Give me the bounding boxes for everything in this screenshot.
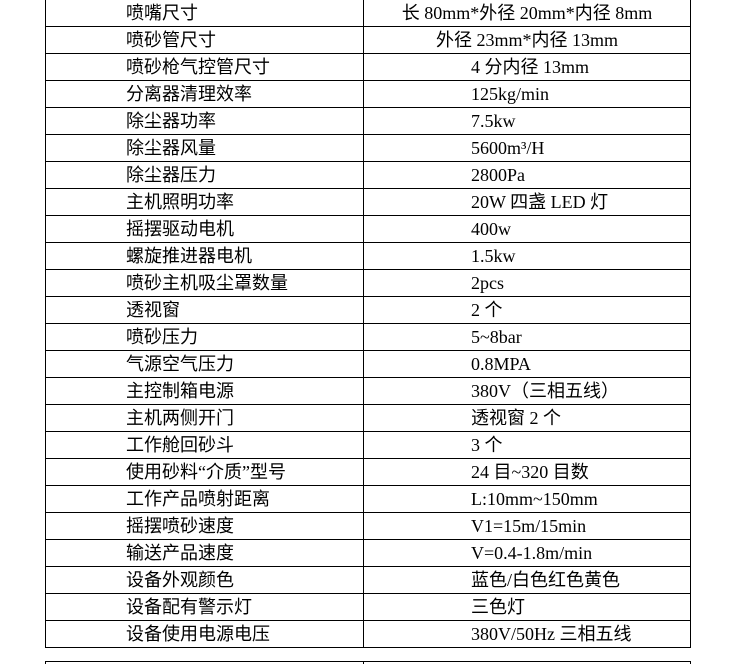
parameter-name: 除尘器功率: [45, 107, 364, 135]
parameter-name: 设备配有警示灯: [45, 593, 364, 621]
parameter-value: 380V/50Hz 三相五线: [363, 620, 691, 648]
parameter-value: 透视窗 2 个: [363, 404, 691, 432]
parameter-value: 0.8MPA: [363, 350, 691, 378]
table-row: 使用砂料“介质”型号 24 目~320 目数: [45, 458, 691, 486]
parameter-name: 喷砂枪气控管尺寸: [45, 53, 364, 81]
parameter-name: 主机两侧开门: [45, 404, 364, 432]
parameter-name: 输送产品速度: [45, 539, 364, 567]
parameter-value: 长 80mm*外径 20mm*内径 8mm: [363, 0, 691, 27]
parameter-name: 摇摆驱动电机: [45, 215, 364, 243]
table-row: 除尘器风量 5600m³/H: [45, 134, 691, 162]
parameter-name: 喷砂压力: [45, 323, 364, 351]
parameter-value: 2pcs: [363, 269, 691, 297]
table-row: 气源空气压力 0.8MPA: [45, 350, 691, 378]
parameter-value: V=0.4-1.8m/min: [363, 539, 691, 567]
table-row: 螺旋推进器电机 1.5kw: [45, 242, 691, 270]
table-row: 喷砂枪气控管尺寸 4 分内径 13mm: [45, 53, 691, 81]
table-row: 喷砂压力 5~8bar: [45, 323, 691, 351]
parameter-value: V1=15m/15min: [363, 512, 691, 540]
parameter-name: 除尘器压力: [45, 161, 364, 189]
column-divider: [363, 662, 364, 664]
parameter-value: 24 目~320 目数: [363, 458, 691, 486]
parameter-value: 4 分内径 13mm: [363, 53, 691, 81]
table-row: 主控制箱电源 380V（三相五线）: [45, 377, 691, 405]
parameter-name: 透视窗: [45, 296, 364, 324]
parameter-value: 7.5kw: [363, 107, 691, 135]
table-row: 工作产品喷射距离 L:10mm~150mm: [45, 485, 691, 513]
parameter-name: 摇摆喷砂速度: [45, 512, 364, 540]
table-row: 分离器清理效率 125kg/min: [45, 80, 691, 108]
parameter-name: 使用砂料“介质”型号: [45, 458, 364, 486]
parameter-value: 5~8bar: [363, 323, 691, 351]
table-row: 输送产品速度 V=0.4-1.8m/min: [45, 539, 691, 567]
parameter-value: 5600m³/H: [363, 134, 691, 162]
parameter-value: 380V（三相五线）: [363, 377, 691, 405]
table-row: 摇摆驱动电机 400w: [45, 215, 691, 243]
table-row: 设备外观颜色 蓝色/白色红色黄色: [45, 566, 691, 594]
parameter-name: 气源空气压力: [45, 350, 364, 378]
parameter-name: 喷砂管尺寸: [45, 26, 364, 54]
parameter-name: 主控制箱电源: [45, 377, 364, 405]
table-row: 主机两侧开门 透视窗 2 个: [45, 404, 691, 432]
parameter-value: 外径 23mm*内径 13mm: [363, 26, 691, 54]
parameter-name: 喷砂主机吸尘罩数量: [45, 269, 364, 297]
parameter-value: 400w: [363, 215, 691, 243]
table-row: 设备配有警示灯 三色灯: [45, 593, 691, 621]
table-row: 喷砂管尺寸 外径 23mm*内径 13mm: [45, 26, 691, 54]
table-row: 除尘器压力 2800Pa: [45, 161, 691, 189]
table-row: 设备使用电源电压 380V/50Hz 三相五线: [45, 620, 691, 648]
parameter-value: 2800Pa: [363, 161, 691, 189]
parameter-name: 除尘器风量: [45, 134, 364, 162]
table-row: 除尘器功率 7.5kw: [45, 107, 691, 135]
parameter-value: 1.5kw: [363, 242, 691, 270]
table-row: 工作舱回砂斗 3 个: [45, 431, 691, 459]
parameter-value: 125kg/min: [363, 80, 691, 108]
table-row: 主机照明功率 20W 四盏 LED 灯: [45, 188, 691, 216]
table-row: 喷砂主机吸尘罩数量 2pcs: [45, 269, 691, 297]
parameter-name: 喷嘴尺寸: [45, 0, 364, 27]
spec-table: 喷嘴尺寸长 80mm*外径 20mm*内径 8mm 喷砂管尺寸 外径 23mm*内径…: [45, 0, 691, 648]
table-row: 喷嘴尺寸长 80mm*外径 20mm*内径 8mm: [45, 0, 691, 27]
next-row-edge: [45, 661, 691, 664]
parameter-name: 设备外观颜色: [45, 566, 364, 594]
parameter-name: 螺旋推进器电机: [45, 242, 364, 270]
parameter-value: L:10mm~150mm: [363, 485, 691, 513]
parameter-value: 2 个: [363, 296, 691, 324]
parameter-value: 蓝色/白色红色黄色: [363, 566, 691, 594]
parameter-name: 主机照明功率: [45, 188, 364, 216]
parameter-value: 3 个: [363, 431, 691, 459]
parameter-name: 分离器清理效率: [45, 80, 364, 108]
table-row: 摇摆喷砂速度 V1=15m/15min: [45, 512, 691, 540]
parameter-name: 工作产品喷射距离: [45, 485, 364, 513]
parameter-value: 三色灯: [363, 593, 691, 621]
parameter-value: 20W 四盏 LED 灯: [363, 188, 691, 216]
table-row: 透视窗 2 个: [45, 296, 691, 324]
parameter-name: 工作舱回砂斗: [45, 431, 364, 459]
parameter-name: 设备使用电源电压: [45, 620, 364, 648]
